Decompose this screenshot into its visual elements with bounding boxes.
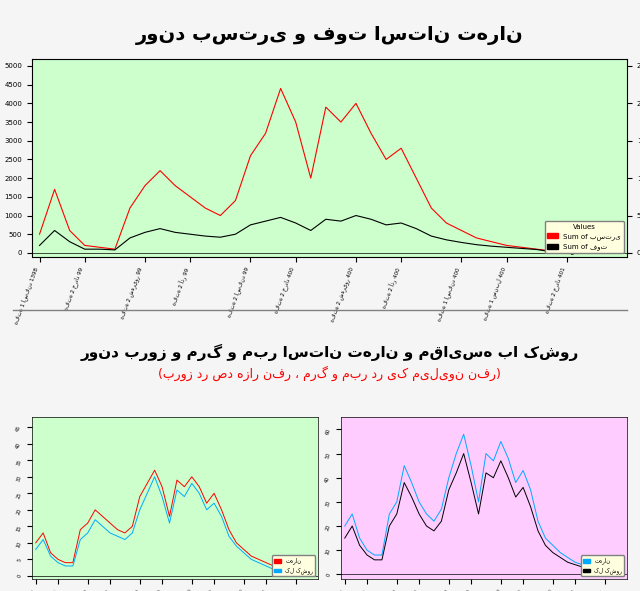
Legend: Sum of بستری, Sum of فوت: Sum of بستری, Sum of فوت bbox=[545, 221, 624, 253]
Legend: تهران, کل کشور: تهران, کل کشور bbox=[272, 556, 316, 576]
Text: 0.33: 0.33 bbox=[298, 571, 313, 578]
Text: 9: 9 bbox=[570, 248, 575, 257]
Text: 0.64: 0.64 bbox=[606, 570, 622, 576]
Legend: تهران, کل کشور: تهران, کل کشور bbox=[581, 556, 625, 576]
Text: 46: 46 bbox=[570, 246, 580, 256]
Text: 0.26: 0.26 bbox=[606, 571, 622, 577]
Text: 0.21: 0.21 bbox=[298, 572, 313, 578]
Text: روند بستری و فوت استان تهران: روند بستری و فوت استان تهران bbox=[136, 26, 524, 45]
Text: روند بروز و مرگ و مبر استان تهران و مقایسه با کشور: روند بروز و مرگ و مبر استان تهران و مقای… bbox=[81, 344, 579, 361]
Text: (بروز در صد هزار نفر ، مرگ و مبر در یک میلیون نفر): (بروز در صد هزار نفر ، مرگ و مبر در یک م… bbox=[158, 366, 501, 381]
